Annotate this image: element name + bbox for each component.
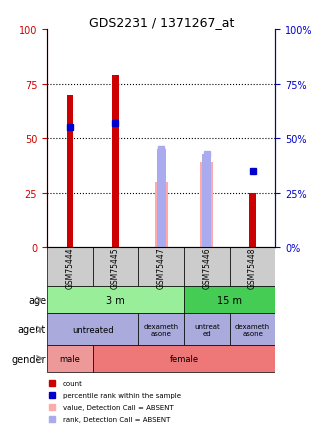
Bar: [47, 247, 93, 287]
Text: GSM75446: GSM75446: [203, 247, 211, 288]
Bar: [67, 95, 73, 247]
Text: male: male: [59, 354, 80, 363]
Bar: [112, 76, 119, 247]
Bar: [138, 247, 184, 287]
Text: agent: agent: [18, 324, 46, 334]
Bar: [184, 313, 230, 345]
Text: dexameth
asone: dexameth asone: [235, 323, 270, 336]
Bar: [230, 313, 275, 345]
Text: count: count: [63, 380, 83, 386]
Text: GSM75447: GSM75447: [157, 247, 166, 288]
Bar: [47, 287, 184, 313]
Text: untreated: untreated: [72, 325, 113, 334]
Bar: [93, 345, 275, 372]
Bar: [201, 163, 213, 247]
Text: GSM75445: GSM75445: [111, 247, 120, 288]
Bar: [230, 247, 275, 287]
Text: rank, Detection Call = ABSENT: rank, Detection Call = ABSENT: [63, 416, 170, 422]
Text: GSM75444: GSM75444: [65, 247, 74, 288]
Text: untreat
ed: untreat ed: [194, 323, 220, 336]
Title: GDS2231 / 1371267_at: GDS2231 / 1371267_at: [89, 16, 234, 29]
Bar: [249, 193, 256, 247]
Text: dexameth
asone: dexameth asone: [144, 323, 179, 336]
Text: GSM75448: GSM75448: [248, 247, 257, 288]
Bar: [93, 247, 138, 287]
Bar: [47, 313, 138, 345]
Text: 3 m: 3 m: [106, 295, 125, 305]
Text: female: female: [169, 354, 199, 363]
Text: value, Detection Call = ABSENT: value, Detection Call = ABSENT: [63, 404, 174, 410]
Bar: [202, 154, 212, 247]
Text: 15 m: 15 m: [217, 295, 242, 305]
Bar: [156, 150, 166, 247]
Text: age: age: [28, 295, 46, 305]
Bar: [184, 247, 230, 287]
Text: gender: gender: [12, 354, 46, 364]
Text: percentile rank within the sample: percentile rank within the sample: [63, 392, 181, 398]
Bar: [138, 313, 184, 345]
Bar: [47, 345, 93, 372]
Bar: [184, 287, 275, 313]
Bar: [155, 182, 167, 247]
